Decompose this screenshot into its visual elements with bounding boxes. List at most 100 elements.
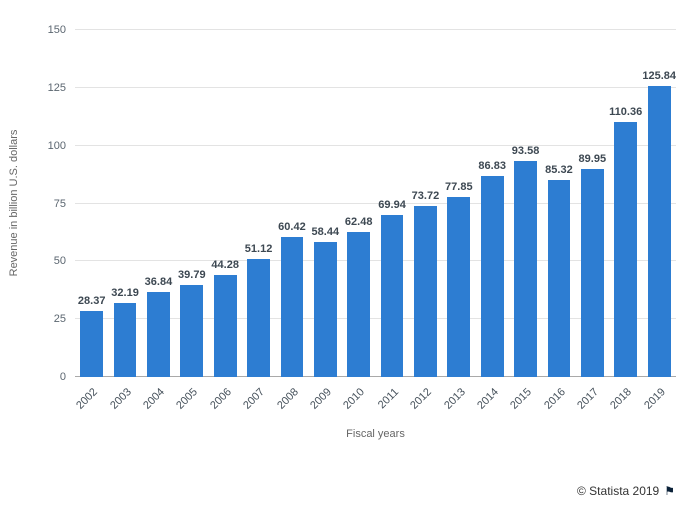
bar-slot: 39.79 [175,30,208,377]
bar-2007[interactable] [247,258,270,377]
x-tick-slot: 2013 [442,378,475,420]
bar-2012[interactable] [414,206,437,377]
x-tick-label: 2009 [308,386,334,412]
bars-group: 28.37 32.19 36.84 39.79 44.28 51.12 60.42 58.44… [75,30,676,377]
bar-2010[interactable] [347,232,371,377]
bar-slot: 62.48 [342,30,375,377]
bar-slot: 73.72 [409,30,442,377]
bar-slot: 60.42 [275,30,308,377]
bar-value-label: 32.19 [111,286,139,299]
x-axis-title: Fiscal years [346,428,405,440]
x-tick-slot: 2019 [642,378,676,420]
bar-value-label: 86.83 [478,160,506,173]
bar-2008[interactable] [280,237,304,377]
x-tick-slot: 2009 [308,378,342,420]
bar-2016[interactable] [547,179,571,377]
bar-slot: 89.95 [576,30,609,377]
x-tick-label: 2011 [375,386,401,412]
x-tick-label: 2015 [508,386,535,412]
y-axis-ticks: 0 25 50 75 100 125 150 [0,24,66,383]
bar-2003[interactable] [113,302,137,377]
y-tick-label: 50 [53,255,66,268]
bar-slot: 77.85 [442,30,475,377]
bar-slot: 58.44 [309,30,342,377]
flag-icon[interactable]: ⚑ [664,484,675,498]
bar-slot: 110.36 [609,30,642,377]
plot-area: 28.37 32.19 36.84 39.79 44.28 51.12 60.42 58.44… [75,29,676,377]
gridline [75,29,676,30]
bar-2019[interactable] [647,85,671,377]
x-tick-label: 2016 [541,386,568,412]
bar-2015[interactable] [514,160,537,377]
x-tick-label: 2018 [608,386,635,412]
x-tick-label: 2013 [441,386,468,412]
bar-value-label: 125.84 [642,69,677,82]
x-tick-slot: 2008 [275,378,308,420]
x-tick-slot: 2011 [375,378,409,420]
x-tick-slot: 2006 [207,378,242,420]
x-tick-label: 2008 [274,386,301,412]
x-tick-label: 2002 [74,386,101,412]
bar-2005[interactable] [180,284,204,377]
bar-value-label: 73.72 [411,190,440,203]
bar-slot: 69.94 [375,30,408,377]
gridline [75,202,676,204]
attribution: © Statista 2019 ⚑ [577,484,675,498]
bar-2014[interactable] [480,176,504,377]
y-tick-label: 75 [53,197,66,210]
x-tick-label: 2014 [475,386,501,412]
y-tick-label: 125 [47,81,66,94]
bar-value-label: 28.37 [77,295,106,308]
bar-2009[interactable] [313,241,337,377]
bar-value-label: 69.94 [378,199,406,212]
bar-value-label: 58.44 [311,225,340,238]
bar-value-label: 44.28 [211,258,239,271]
bar-value-label: 85.32 [545,163,573,176]
bar-value-label: 60.42 [278,221,306,234]
x-tick-label: 2010 [341,386,368,412]
bar-slot: 28.37 [75,30,108,377]
bar-slot: 32.19 [108,30,141,377]
bar-value-label: 93.58 [511,144,540,157]
bar-slot: 85.32 [542,30,575,377]
x-tick-slot: 2005 [175,378,208,420]
bar-2018[interactable] [614,121,638,377]
x-tick-slot: 2004 [141,378,175,420]
y-tick-label: 25 [53,313,66,326]
bar-value-label: 36.84 [144,275,173,288]
x-tick-slot: 2015 [508,378,542,420]
bar-slot: 51.12 [242,30,275,377]
gridline [75,86,676,88]
y-tick-label: 150 [47,24,66,36]
bar-value-label: 110.36 [609,105,643,118]
bar-2004[interactable] [147,291,170,377]
bar-slot: 93.58 [509,30,542,377]
bar-2002[interactable] [80,311,104,377]
bar-value-label: 77.85 [445,180,473,193]
bar-2011[interactable] [380,215,404,377]
x-tick-slot: 2014 [475,378,509,420]
bar-value-label: 51.12 [244,242,273,255]
y-tick-label: 0 [59,371,66,383]
bar-slot: 125.84 [642,30,676,377]
x-tick-slot: 2017 [575,378,609,420]
gridline [75,260,676,262]
bar-slot: 36.84 [142,30,175,377]
bar-value-label: 89.95 [578,152,607,165]
x-tick-label: 2005 [174,386,201,412]
x-tick-slot: 2012 [408,378,442,420]
gridline [75,376,676,377]
x-tick-label: 2007 [241,386,268,412]
x-tick-slot: 2010 [342,378,375,420]
y-tick-label: 100 [47,139,66,152]
x-tick-label: 2006 [207,386,234,412]
x-axis-ticks: 2002 2003 2004 2005 2006 2007 2008 2009 2010 2011… [74,378,676,420]
bar-2006[interactable] [213,274,237,377]
x-tick-label: 2012 [408,386,435,412]
bar-2017[interactable] [580,168,604,377]
x-tick-slot: 2003 [108,378,141,420]
bar-value-label: 39.79 [178,268,206,281]
x-tick-slot: 2007 [241,378,275,420]
bar-2013[interactable] [447,196,471,377]
